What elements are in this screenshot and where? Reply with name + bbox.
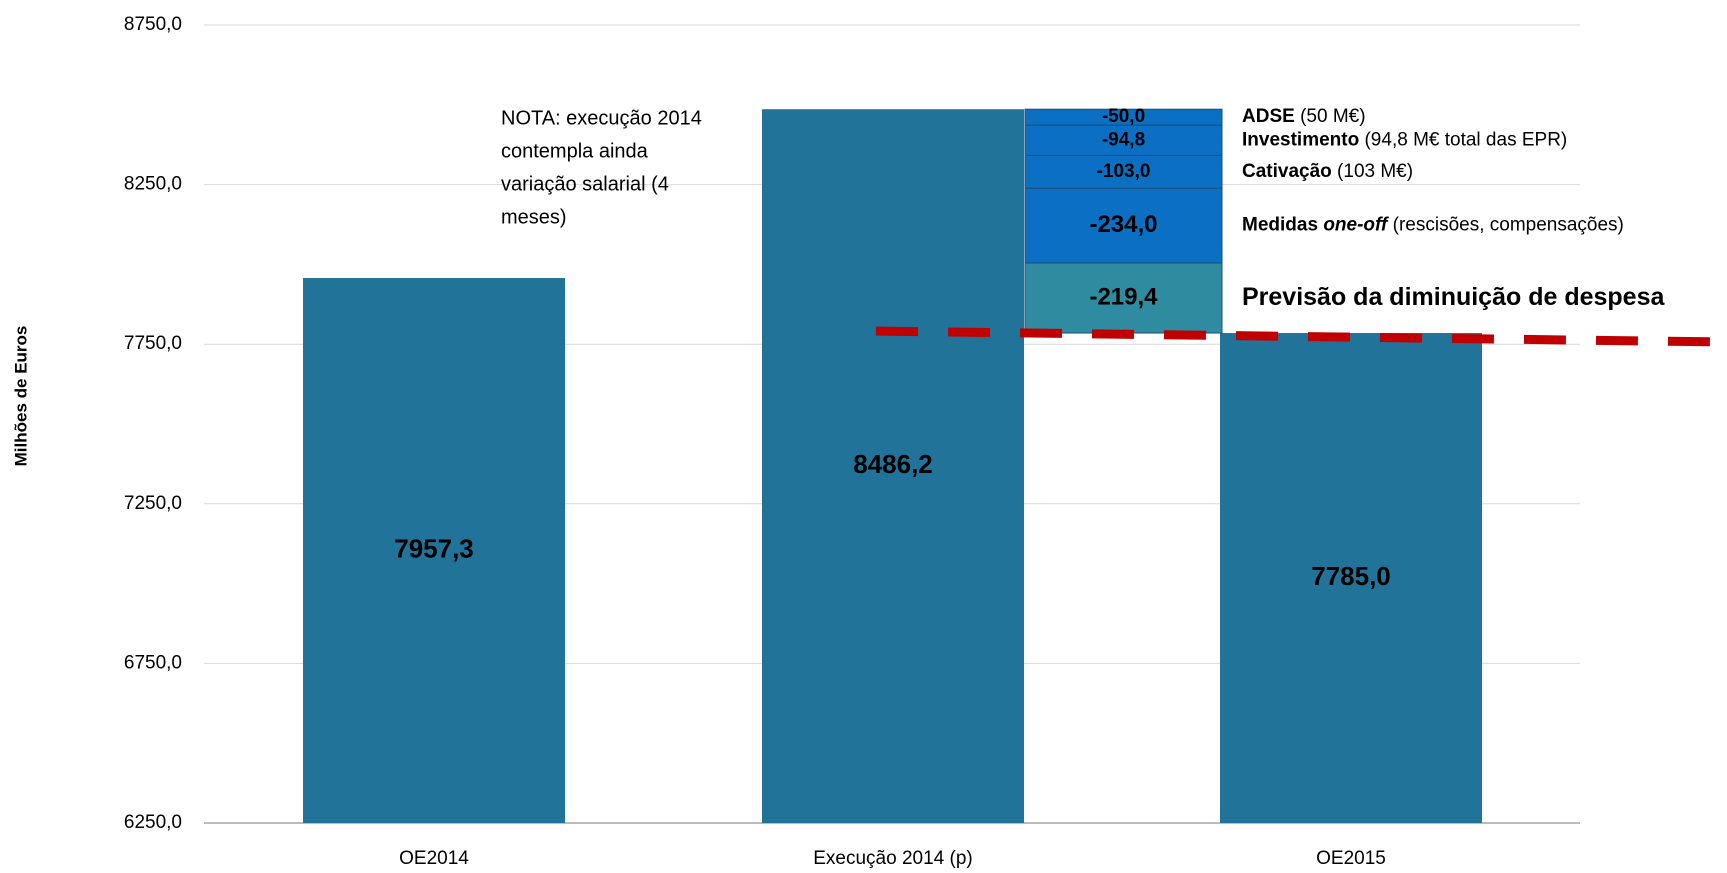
step-name-part: Medidas	[1242, 215, 1323, 236]
x-tick-label: Execução 2014 (p)	[813, 848, 973, 869]
step-name-part: Investimento	[1242, 129, 1364, 150]
step-bar	[1024, 154, 1223, 189]
step-name-part: (103 M€)	[1337, 161, 1413, 182]
step-value-label: -234,0	[1089, 211, 1157, 238]
y-tick-label: 8250,0	[124, 174, 182, 195]
bar	[762, 109, 1024, 824]
step-name: Cativação (103 M€)	[1242, 161, 1413, 182]
bar	[303, 278, 565, 823]
bar	[1220, 333, 1482, 823]
bar-value-label: 7957,3	[394, 533, 474, 563]
step-name-part: Previsão da diminuição de despesa	[1242, 283, 1665, 311]
step-value-label: -94,8	[1102, 129, 1145, 150]
y-tick-label: 8750,0	[124, 14, 182, 35]
bar-value-label: 8486,2	[853, 449, 933, 479]
step-name: Investimento (94,8 M€ total das EPR)	[1242, 129, 1567, 150]
step-bar	[1024, 262, 1223, 334]
step-name-part: (rescisões, compensações)	[1393, 215, 1624, 236]
annotation: variação salarial (4	[501, 173, 669, 195]
y-tick-label: 6750,0	[124, 652, 182, 673]
step-name-part: (50 M€)	[1300, 106, 1365, 127]
annotation: NOTA: execução 2014	[501, 107, 702, 129]
y-tick-label: 7250,0	[124, 493, 182, 514]
step-name: Previsão da diminuição de despesa	[1242, 283, 1665, 311]
step-name-part: Cativação	[1242, 161, 1337, 182]
step-name-part: (94,8 M€ total das EPR)	[1364, 129, 1567, 150]
step-bar	[1024, 124, 1223, 156]
step-name: ADSE (50 M€)	[1242, 106, 1366, 127]
annotation: contempla ainda	[501, 140, 649, 162]
step-bar	[1024, 187, 1223, 264]
y-tick-label: 7750,0	[124, 333, 182, 354]
step-name: Medidas one-off (rescisões, compensações…	[1242, 215, 1624, 236]
step-name-part: one-off	[1323, 215, 1392, 236]
step-value-label: -103,0	[1097, 161, 1151, 182]
step-value-label: -50,0	[1102, 106, 1145, 127]
step-value-label: -219,4	[1089, 283, 1158, 310]
annotation: meses)	[501, 206, 567, 228]
x-tick-label: OE2014	[399, 848, 469, 869]
y-axis-title: Milhões de Euros	[11, 326, 30, 467]
y-tick-label: 6250,0	[124, 812, 182, 833]
x-tick-label: OE2015	[1316, 848, 1386, 869]
bar-value-label: 7785,0	[1311, 561, 1391, 591]
step-name-part: ADSE	[1242, 106, 1300, 127]
